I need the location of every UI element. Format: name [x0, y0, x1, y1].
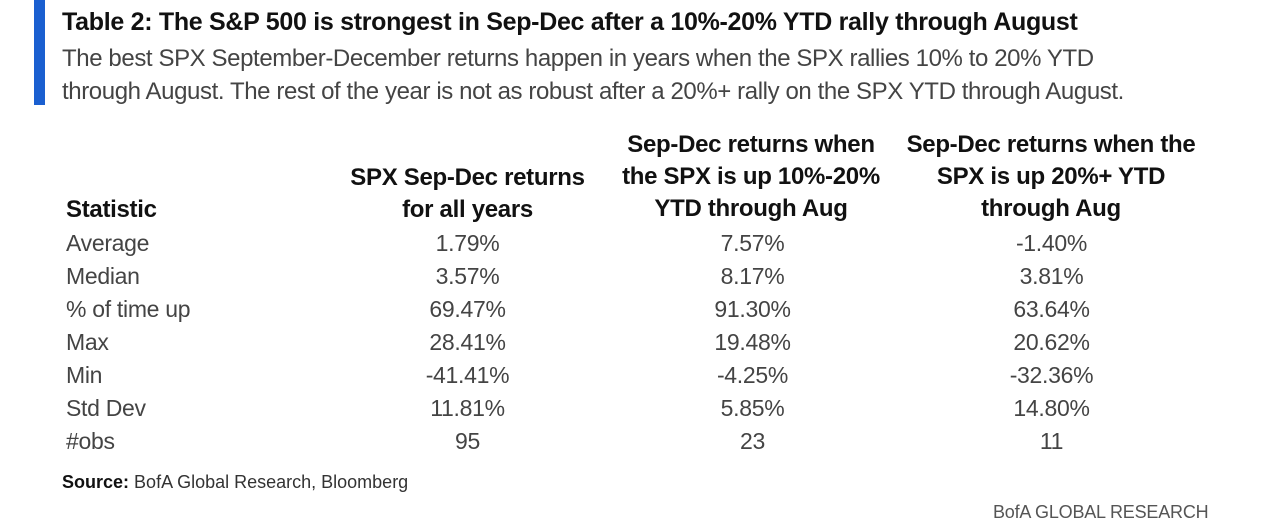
cell-all-years: 28.41% [429, 329, 506, 355]
cell-up-20-plus: 20.62% [1013, 329, 1090, 355]
table-row-std-dev: Std Dev 11.81% 5.85% 14.80% [0, 395, 1284, 428]
column-header-line: Sep-Dec returns when the [906, 131, 1196, 158]
cell-all-years: 1.79% [435, 230, 500, 256]
table-row-max: Max 28.41% 19.48% 20.62% [0, 329, 1284, 362]
table-row-obs: #obs 95 23 11 [0, 428, 1284, 461]
cell-up-20-plus: -32.36% [1009, 362, 1094, 388]
cell-all-years: 3.57% [435, 263, 500, 289]
accent-bar [34, 0, 45, 105]
column-header-line: Sep-Dec returns when [627, 131, 875, 158]
row-label: Min [66, 362, 103, 388]
cell-up-20-plus: 3.81% [1019, 263, 1084, 289]
cell-up-10-20: 19.48% [714, 329, 791, 355]
source-note: Source: BofA Global Research, Bloomberg [62, 472, 408, 493]
column-header-line: the SPX is up 10%-20% [622, 163, 880, 190]
brand-watermark: BofA GLOBAL RESEARCH [993, 502, 1209, 522]
row-label: Max [66, 329, 109, 355]
column-header-line: SPX is up 20%+ YTD [936, 163, 1166, 190]
cell-all-years: 95 [455, 428, 480, 454]
row-label: Std Dev [66, 395, 146, 421]
row-label: Median [66, 263, 140, 289]
cell-up-20-plus: 14.80% [1013, 395, 1090, 421]
table-row-median: Median 3.57% 8.17% 3.81% [0, 263, 1284, 296]
cell-up-10-20: 5.85% [720, 395, 785, 421]
table-row-average: Average 1.79% 7.57% -1.40% [0, 230, 1284, 263]
table-row-min: Min -41.41% -4.25% -32.36% [0, 362, 1284, 395]
column-header-line: through Aug [981, 195, 1121, 222]
column-header-line: YTD through Aug [654, 195, 848, 222]
column-header-line: SPX Sep-Dec returns [350, 164, 585, 191]
row-label: #obs [66, 428, 115, 454]
cell-up-20-plus: -1.40% [1015, 230, 1088, 256]
table-row-time-up: % of time up 69.47% 91.30% 63.64% [0, 296, 1284, 329]
cell-up-10-20: -4.25% [716, 362, 789, 388]
table-subtitle: The best SPX September-December returns … [62, 42, 1192, 108]
column-header-up-20-plus: Sep-Dec returns when the SPX is up 20%+ … [890, 129, 1212, 225]
column-header-statistic-label: Statistic [66, 196, 157, 223]
table-title: Table 2: The S&P 500 is strongest in Sep… [62, 8, 1078, 36]
column-header-up-10-20: Sep-Dec returns when the SPX is up 10%-2… [596, 129, 906, 225]
cell-all-years: -41.41% [425, 362, 510, 388]
subtitle-line-2: through August. The rest of the year is … [62, 78, 1124, 105]
source-label: Source: [62, 472, 130, 492]
cell-up-10-20: 91.30% [714, 296, 791, 322]
row-label: Average [66, 230, 150, 256]
cell-up-10-20: 7.57% [720, 230, 785, 256]
cell-up-10-20: 23 [740, 428, 765, 454]
cell-all-years: 11.81% [430, 395, 505, 421]
row-label: % of time up [66, 296, 191, 322]
column-header-all-years: SPX Sep-Dec returns for all years [325, 162, 610, 226]
subtitle-line-1: The best SPX September-December returns … [62, 45, 1094, 72]
cell-up-10-20: 8.17% [720, 263, 785, 289]
cell-up-20-plus: 11 [1039, 428, 1064, 454]
column-header-line: for all years [402, 196, 533, 223]
cell-up-20-plus: 63.64% [1013, 296, 1090, 322]
source-text: BofA Global Research, Bloomberg [134, 472, 409, 492]
cell-all-years: 69.47% [429, 296, 506, 322]
column-header-statistic: Statistic [66, 194, 157, 226]
